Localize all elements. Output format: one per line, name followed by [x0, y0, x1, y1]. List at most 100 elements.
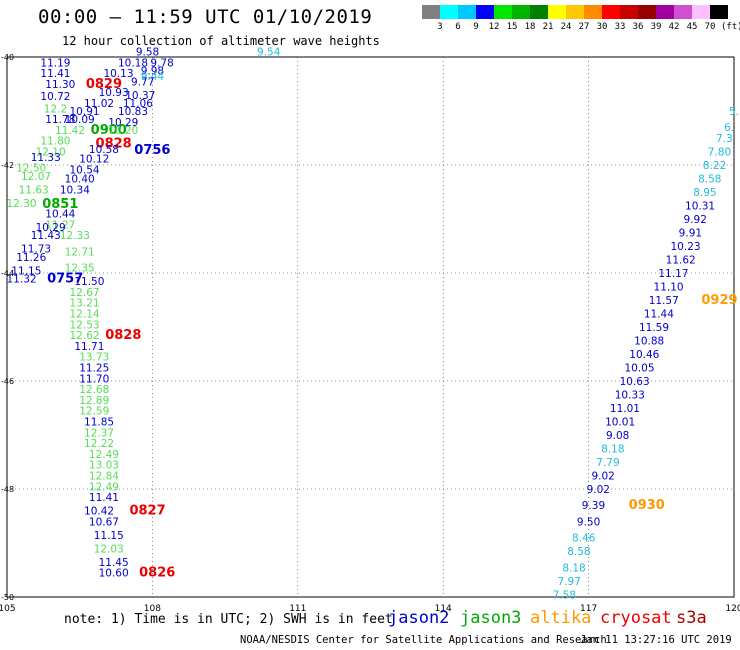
swh-value-33: 12.50 [16, 163, 46, 175]
color-label-12: 39 [650, 22, 662, 32]
swh-value-104: 10.63 [620, 376, 650, 388]
color-label-9: 30 [596, 22, 608, 32]
swh-value-19: 10.83 [118, 106, 148, 118]
swh-value-93: 10.23 [671, 241, 701, 253]
swh-value-36: 10.40 [65, 174, 95, 186]
swh-value-79: 12.03 [94, 543, 124, 555]
color-label-1: 6 [455, 22, 461, 32]
swh-value-106: 11.01 [610, 403, 640, 415]
swh-value-39: 12.30 [7, 198, 37, 210]
swh-value-44: 11.43 [31, 230, 61, 242]
swh-value-0: 9.54 [257, 47, 281, 59]
y-tick--46: -46 [1, 377, 14, 386]
swh-value-120: 7.58 [553, 589, 576, 601]
swh-value-46: 11.73 [21, 244, 51, 256]
color-label-3: 12 [488, 22, 500, 32]
credit-line: NOAA/NESDIS Center for Satellite Applica… [240, 634, 607, 646]
swh-value-70: 12.49 [89, 449, 119, 461]
swh-value-62: 11.25 [79, 363, 109, 375]
color-swatch-4 [494, 5, 512, 19]
swh-value-65: 12.89 [79, 395, 109, 407]
swh-value-75: 10.42 [84, 506, 114, 518]
y-tick--50: -50 [1, 593, 14, 602]
swh-value-92: 9.91 [679, 228, 702, 240]
swh-value-1: 9.58 [136, 47, 159, 59]
color-swatch-13 [656, 5, 674, 19]
swh-value-119: 7.97 [558, 576, 581, 588]
swh-value-7: 9.44 [141, 71, 165, 83]
time-label-24: 0900 [91, 123, 127, 138]
y-tick--48: -48 [1, 485, 14, 494]
color-swatch-11 [620, 5, 638, 19]
swh-value-95: 11.17 [658, 268, 688, 280]
swh-value-66: 12.59 [79, 406, 109, 418]
swh-value-97: 11.57 [649, 295, 679, 307]
swh-value-20: 11.78 [45, 114, 75, 126]
swh-value-5: 11.19 [40, 57, 70, 69]
color-label-11: 36 [632, 22, 644, 32]
swh-value-3: 10.18 [118, 57, 148, 69]
color-swatch-3 [476, 5, 494, 19]
swh-value-89: 8.95 [693, 187, 716, 199]
x-tick-111: 111 [289, 604, 306, 614]
swh-value-117: 8.58 [567, 546, 590, 558]
swh-value-58: 12.62 [70, 330, 100, 342]
time-label-52: 0757 [47, 271, 83, 286]
swh-value-91: 9.92 [684, 214, 707, 226]
swh-value-54: 12.67 [70, 287, 100, 299]
time-label-29: 0756 [134, 143, 170, 158]
legend-jason2: jason2 [388, 608, 450, 628]
time-label-40: 0851 [42, 197, 78, 212]
swh-value-99: 11.44 [644, 309, 674, 321]
chart-title: 00:00 — 11:59 UTC 01/10/2019 [38, 6, 373, 28]
swh-value-60: 11.71 [74, 341, 104, 353]
swh-value-73: 12.49 [89, 481, 119, 493]
swh-value-78: 11.15 [94, 530, 124, 542]
swh-value-108: 9.08 [606, 430, 629, 442]
swh-value-18: 10.91 [70, 106, 100, 118]
swh-value-17: 12.2 [44, 103, 67, 115]
legend-s3a: s3a [676, 608, 707, 628]
swh-value-55: 13.21 [70, 298, 100, 310]
swh-value-53: 11.50 [74, 276, 104, 288]
swh-value-72: 12.84 [89, 471, 119, 483]
swh-value-74: 11.41 [89, 492, 119, 504]
x-tick-105: 105 [0, 604, 16, 614]
swh-value-22: 10.29 [108, 117, 138, 129]
swh-value-64: 12.68 [79, 384, 109, 396]
time-label-114: 0930 [629, 498, 665, 513]
swh-value-101: 10.88 [634, 336, 664, 348]
time-label-59: 0828 [105, 328, 141, 343]
x-tick-114: 114 [435, 604, 452, 614]
swh-value-105: 10.33 [615, 390, 645, 402]
color-swatch-0 [422, 5, 440, 19]
time-label-76: 0827 [129, 504, 165, 519]
swh-value-115: 9.50 [577, 516, 600, 528]
swh-value-8: 11.41 [40, 68, 70, 80]
y-tick--44: -44 [1, 269, 14, 278]
x-tick-108: 108 [144, 604, 161, 614]
color-swatch-14 [674, 5, 692, 19]
swh-value-85: 7.3 [716, 133, 733, 145]
swh-value-26: 11.80 [40, 136, 70, 148]
swh-value-47: 12.71 [65, 246, 95, 258]
footer-note: note: 1) Time is in UTC; 2) SWH is in fe… [64, 612, 393, 627]
color-scale-bar [422, 5, 728, 19]
swh-value-68: 12.37 [84, 427, 114, 439]
swh-value-56: 12.14 [70, 309, 100, 321]
swh-value-71: 13.03 [89, 460, 119, 472]
y-tick--42: -42 [1, 161, 14, 170]
swh-value-118: 8.18 [562, 562, 585, 574]
swh-value-49: 12.35 [65, 263, 95, 275]
color-label-0: 3 [437, 22, 443, 32]
legend-altika: altika [530, 608, 592, 628]
swh-value-107: 10.01 [605, 417, 635, 429]
swh-value-81: 10.60 [99, 568, 129, 580]
swh-value-14: 10.72 [40, 91, 70, 103]
color-swatch-7 [548, 5, 566, 19]
swh-value-69: 12.22 [84, 438, 114, 450]
color-swatch-16 [710, 5, 728, 19]
swh-value-43: 10.29 [36, 222, 66, 234]
y-tick--40: -40 [1, 53, 14, 62]
swh-value-21: 10.09 [65, 114, 95, 126]
